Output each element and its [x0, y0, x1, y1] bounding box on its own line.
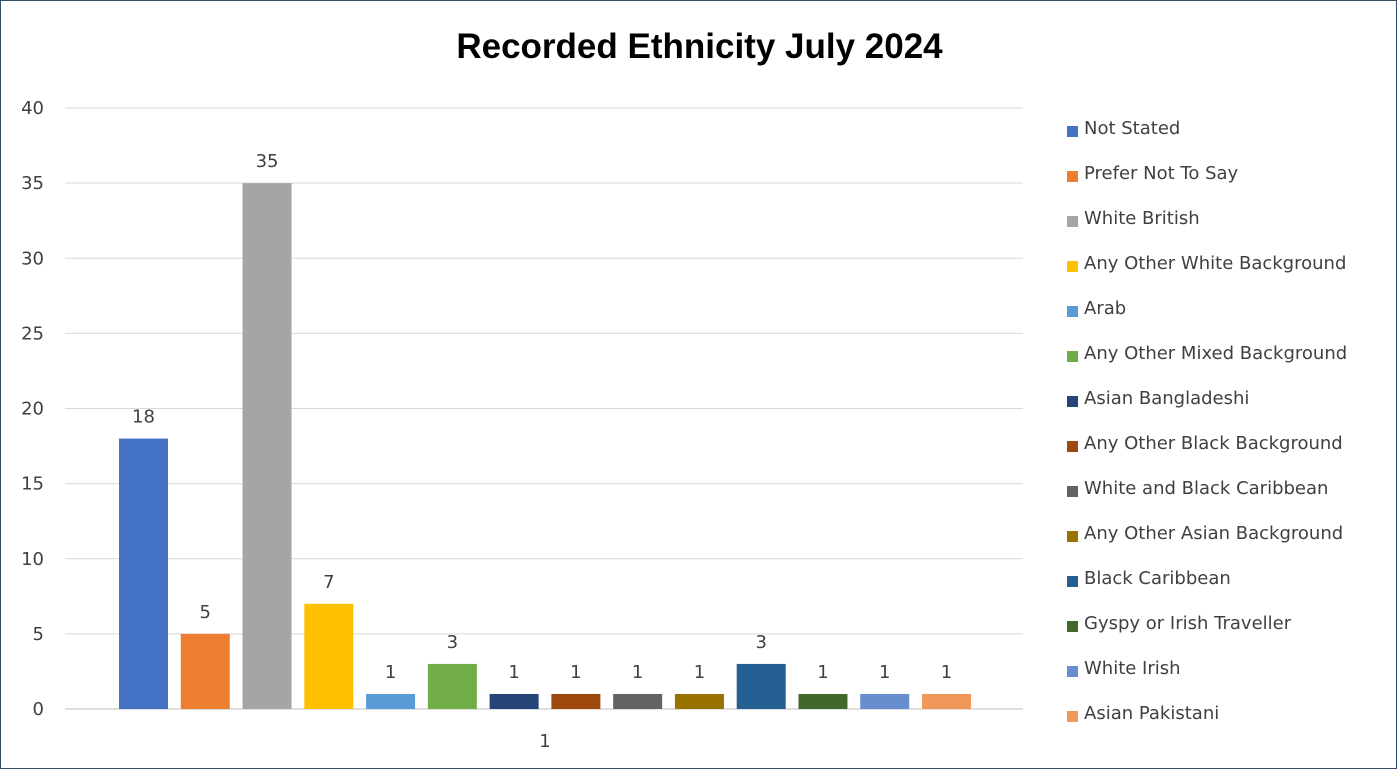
y-tick-label: 30 — [21, 248, 44, 269]
legend-item: Not Stated — [1067, 118, 1392, 163]
legend-item: White British — [1067, 208, 1392, 253]
legend-swatch — [1067, 306, 1078, 317]
legend-label: Black Caribbean — [1084, 568, 1231, 589]
y-tick-label: 25 — [21, 323, 44, 344]
legend-item: White Irish — [1067, 658, 1392, 703]
bar — [922, 693, 972, 709]
legend-label: White Irish — [1084, 658, 1181, 679]
data-label: 3 — [447, 632, 458, 653]
data-label: 1 — [570, 662, 581, 683]
data-label: 5 — [200, 602, 211, 623]
data-label: 3 — [755, 632, 766, 653]
bar — [736, 663, 786, 709]
y-tick-label: 35 — [21, 173, 44, 194]
legend-swatch — [1067, 531, 1078, 542]
bar — [674, 693, 724, 709]
bar — [860, 693, 910, 709]
legend-swatch — [1067, 396, 1078, 407]
x-tick-label: 1 — [539, 731, 550, 752]
data-label: 35 — [256, 151, 279, 172]
legend-label: Not Stated — [1084, 118, 1181, 139]
legend-swatch — [1067, 711, 1078, 722]
legend-item: Prefer Not To Say — [1067, 163, 1392, 208]
legend-label: White British — [1084, 208, 1200, 229]
legend-label: White and Black Caribbean — [1084, 478, 1329, 499]
bar — [180, 633, 230, 709]
legend-item: Any Other Mixed Background — [1067, 343, 1392, 388]
data-label: 7 — [323, 572, 334, 593]
legend-swatch — [1067, 351, 1078, 362]
bar — [489, 693, 539, 709]
legend-swatch — [1067, 621, 1078, 632]
y-tick-label: 0 — [33, 699, 44, 720]
legend-label: Any Other White Background — [1084, 253, 1347, 274]
legend-label: Asian Pakistani — [1084, 703, 1220, 724]
legend-item: Any Other Black Background — [1067, 433, 1392, 478]
bar — [798, 693, 848, 709]
legend-item: Any Other Asian Background — [1067, 523, 1392, 568]
legend-swatch — [1067, 126, 1078, 137]
data-label: 1 — [941, 662, 952, 683]
legend-swatch — [1067, 171, 1078, 182]
legend-item: Any Other White Background — [1067, 253, 1392, 298]
legend-label: Asian Bangladeshi — [1084, 388, 1250, 409]
legend-swatch — [1067, 261, 1078, 272]
legend-item: Asian Pakistani — [1067, 703, 1392, 748]
bar — [242, 183, 292, 709]
y-tick-label: 20 — [21, 399, 44, 420]
bar — [366, 693, 416, 709]
y-tick-label: 15 — [21, 474, 44, 495]
legend-swatch — [1067, 441, 1078, 452]
data-label: 1 — [817, 662, 828, 683]
bar — [119, 438, 168, 709]
y-tick-label: 40 — [21, 98, 44, 119]
bar — [551, 693, 601, 709]
data-label: 1 — [508, 662, 519, 683]
legend-swatch — [1067, 216, 1078, 227]
legend-item: Gyspy or Irish Traveller — [1067, 613, 1392, 658]
legend-swatch — [1067, 486, 1078, 497]
bar — [613, 693, 663, 709]
bar — [304, 603, 354, 709]
data-label: 1 — [879, 662, 890, 683]
y-tick-label: 5 — [33, 624, 44, 645]
legend-label: Gyspy or Irish Traveller — [1084, 613, 1292, 634]
legend-label: Arab — [1084, 298, 1127, 319]
data-label: 1 — [694, 662, 705, 683]
legend: Not Stated Prefer Not To Say White British… — [1067, 118, 1392, 748]
legend-item: Asian Bangladeshi — [1067, 388, 1392, 433]
data-label: 1 — [632, 662, 643, 683]
legend-label: Prefer Not To Say — [1084, 163, 1239, 184]
y-tick-label: 10 — [21, 549, 44, 570]
legend-swatch — [1067, 666, 1078, 677]
legend-label: Any Other Black Background — [1084, 433, 1343, 454]
data-label: 1 — [385, 662, 396, 683]
bar — [427, 663, 477, 709]
chart-title: Recorded Ethnicity July 2024 — [456, 27, 943, 66]
legend-item: Black Caribbean — [1067, 568, 1392, 613]
data-label: 18 — [132, 407, 155, 428]
legend-swatch — [1067, 576, 1078, 587]
legend-item: White and Black Caribbean — [1067, 478, 1392, 523]
legend-item: Arab — [1067, 298, 1392, 343]
legend-label: Any Other Mixed Background — [1084, 343, 1348, 364]
legend-label: Any Other Asian Background — [1084, 523, 1344, 544]
